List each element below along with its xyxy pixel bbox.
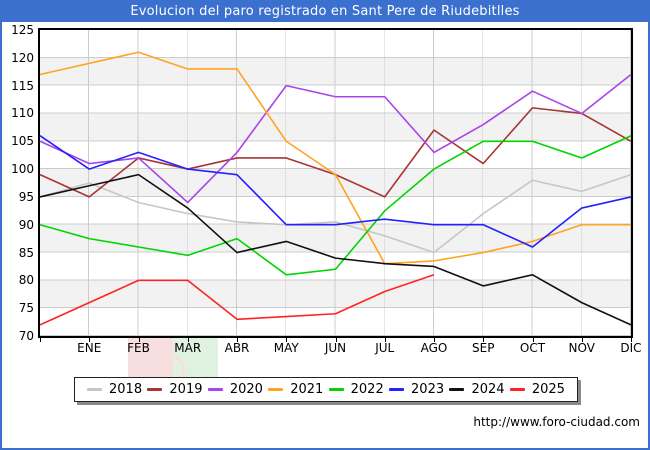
y-axis-label: 85 (18, 245, 34, 260)
x-axis-tick (138, 338, 140, 342)
legend-swatch-2025 (509, 388, 525, 391)
y-axis-label: 90 (18, 217, 34, 232)
legend-swatch-2023 (389, 388, 405, 391)
legend-swatch-2019 (147, 388, 163, 391)
x-axis-label: SEP (472, 341, 495, 355)
y-axis-label: 110 (11, 106, 34, 121)
legend-label-2024: 2024 (471, 382, 505, 397)
legend-item-2018: 2018 (87, 382, 142, 397)
legend-item-2019: 2019 (147, 382, 203, 397)
series-line-2025 (39, 274, 435, 326)
x-axis-label: AGO (420, 341, 448, 355)
y-axis-label: 75 (18, 301, 34, 316)
watermark-flag (128, 334, 218, 382)
series-line-2022 (39, 134, 632, 276)
legend-item-2022: 2022 (328, 382, 384, 397)
legend-label-2019: 2019 (169, 382, 203, 397)
legend-swatch-2024 (449, 388, 465, 391)
y-axis-label: 120 (11, 50, 34, 65)
x-axis-label: JUL (375, 341, 395, 355)
series-line-2021 (39, 51, 631, 265)
x-axis-tick (434, 338, 435, 342)
x-axis-tick (631, 338, 632, 342)
x-axis-label: DIC (620, 341, 642, 355)
title-bar: Evolucion del paro registrado en Sant Pe… (0, 0, 650, 22)
y-axis-label: 70 (18, 329, 34, 343)
x-axis-label: FEB (127, 341, 150, 355)
x-axis-tick (40, 338, 41, 342)
legend-swatch-2020 (207, 388, 223, 391)
legend-label-2022: 2022 (350, 382, 384, 397)
series-line-2020 (39, 73, 632, 204)
x-axis-label: OCT (519, 341, 546, 355)
y-axis-label: 80 (18, 273, 34, 288)
x-axis-label: JUN (324, 341, 347, 355)
x-axis-label: ENE (77, 341, 102, 355)
x-axis-tick (286, 338, 288, 342)
legend-item-2020: 2020 (207, 382, 263, 397)
y-axis-label: 95 (18, 189, 34, 204)
legend-label-2018: 2018 (109, 382, 143, 397)
x-axis-tick (187, 338, 189, 342)
x-axis-tick (335, 338, 337, 342)
legend-label-2023: 2023 (411, 382, 445, 397)
legend-item-2024: 2024 (449, 382, 505, 397)
x-axis-label: ABR (224, 341, 250, 355)
x-axis-tick (483, 338, 485, 342)
legend-box: 2018 2019 2020 2021 2022 2023 2024 2025 (74, 377, 578, 402)
y-axis-label: 125 (11, 23, 34, 37)
legend-swatch-2021 (268, 388, 284, 391)
x-axis-tick (532, 338, 534, 342)
legend-item-2023: 2023 (389, 382, 444, 397)
x-axis-label: MAR (174, 341, 202, 355)
legend-label-2021: 2021 (290, 382, 324, 397)
legend-swatch-2022 (328, 388, 344, 391)
x-axis-tick (384, 338, 386, 342)
x-axis-label: MAY (273, 341, 299, 355)
footer-link[interactable]: http://www.foro-ciudad.com (473, 415, 640, 429)
x-axis-tick (237, 338, 238, 342)
legend-swatch-2018 (87, 388, 102, 391)
y-axis-label: 100 (11, 162, 34, 177)
legend-item-2025: 2025 (509, 382, 565, 397)
legend-item-2021: 2021 (268, 382, 323, 397)
y-axis-label: 115 (11, 78, 34, 93)
legend-label-2025: 2025 (531, 382, 565, 397)
x-axis-tick (89, 338, 91, 342)
x-axis-tick (581, 338, 583, 342)
legend-label-2020: 2020 (229, 382, 263, 397)
x-axis-label: NOV (568, 341, 595, 355)
plot-area (38, 28, 633, 338)
series-line-2024 (39, 173, 632, 326)
chart-title: Evolucion del paro registrado en Sant Pe… (130, 3, 520, 19)
series-line-2019 (39, 107, 632, 198)
series-line-2018 (39, 173, 632, 254)
series-line-2023 (39, 135, 632, 248)
y-axis-label: 105 (11, 134, 34, 149)
